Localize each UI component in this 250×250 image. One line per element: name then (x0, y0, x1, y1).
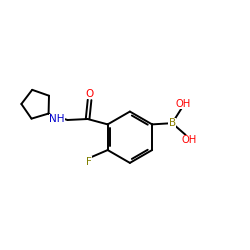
Text: NH: NH (49, 114, 65, 124)
Text: OH: OH (182, 135, 197, 145)
Text: B: B (168, 118, 176, 128)
Text: OH: OH (175, 98, 190, 108)
Text: F: F (86, 157, 92, 167)
Text: O: O (86, 89, 94, 99)
